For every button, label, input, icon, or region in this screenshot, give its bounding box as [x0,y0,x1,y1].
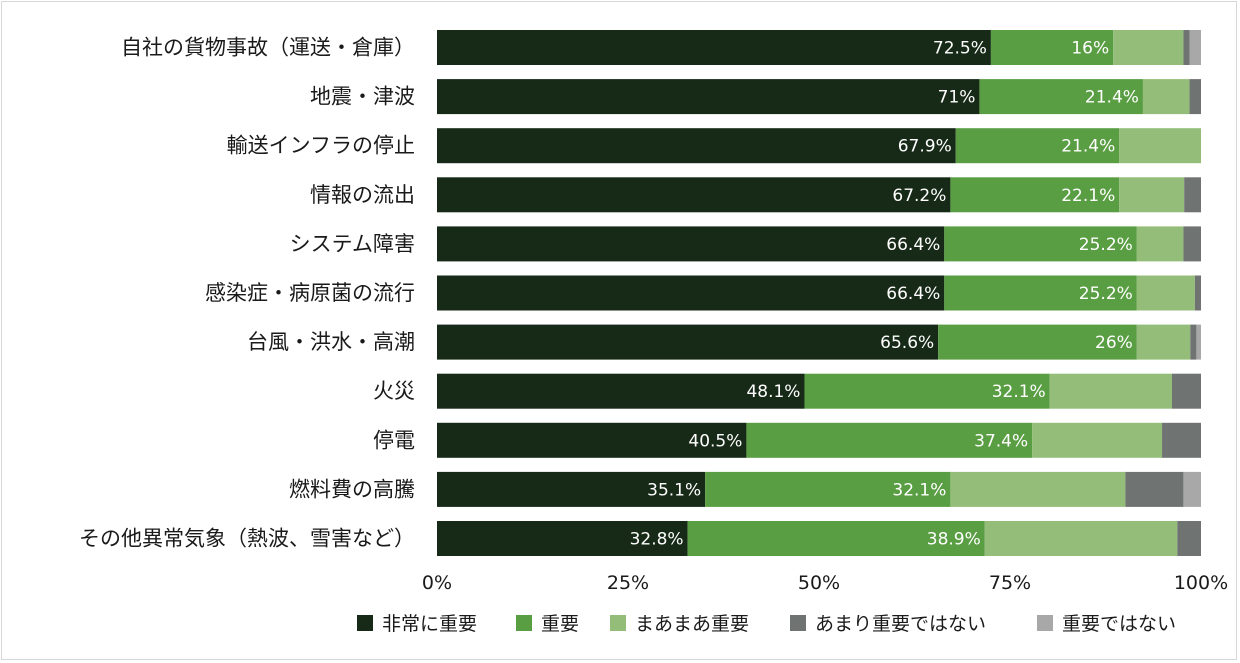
category-label: 台風・洪水・高潮 [247,330,415,354]
bar-segment [687,521,985,556]
data-label: 40.5% [688,431,742,451]
legend-swatch [1037,615,1053,631]
bar-segment [1189,79,1201,115]
data-label: 48.1% [746,382,800,402]
category-label: 情報の流出 [310,183,415,207]
bar-segment [1196,324,1201,360]
data-label: 35.1% [647,480,701,500]
bar-segment [955,128,1120,164]
bar-segment [979,79,1143,115]
data-label: 26% [1095,333,1133,353]
data-label: 21.4% [1085,88,1139,108]
bar-segment [950,471,1126,507]
x-tick-label: 25% [607,572,649,594]
category-label: 感染症・病原菌の流行 [205,281,415,305]
legend-label: あまり重要ではない [815,613,986,635]
legend-swatch [790,615,806,631]
legend-swatch [516,615,532,631]
bar-segment [1189,30,1201,65]
category-label: 火災 [373,379,415,403]
legend-swatch [610,615,626,631]
legend-swatch [357,615,373,631]
bar-segment [1183,30,1190,65]
category-label: システム障害 [290,232,415,256]
bar-segment [437,373,805,409]
bar-segment [944,226,1137,262]
bar-segment [705,471,951,507]
bar-segment [437,177,951,213]
bar-segment [944,275,1137,311]
bar-segment [1136,275,1195,311]
data-label: 67.9% [898,137,952,157]
data-label: 67.2% [892,186,946,206]
data-label: 32.1% [892,480,946,500]
bar-segment [938,324,1137,360]
category-label: その他異常気象（熱波、雪害など） [79,527,415,551]
data-label: 32.1% [992,382,1046,402]
bar-segment [1136,324,1191,360]
bar-segment [1125,471,1184,507]
bars-layer: 72.5% 16% 71% 21.4% 67.9% 21.4% 67.2% 22.1% 66.4… [437,30,1201,556]
category-labels: 自社の貨物事故（運送・倉庫） 地震・津波輸送インフラの停止情報の流出システム障害感… [79,36,415,551]
category-label: 地震・津波 [310,85,415,109]
category-label: 自社の貨物事故（運送・倉庫） [121,36,415,60]
bar-segment [1032,422,1163,458]
data-label: 16% [1071,39,1109,59]
bar-segment [437,324,939,360]
bar-segment [1049,373,1172,409]
bar-segment [1171,373,1201,409]
bar-segment [437,79,980,115]
data-label: 32.8% [630,530,684,550]
bar-segment [1183,226,1201,262]
x-tick-label: 50% [798,572,840,594]
data-label: 21.4% [1061,137,1115,157]
bar-segment [437,226,945,262]
bar-segment [437,471,706,507]
bar-segment [1136,226,1184,262]
data-label: 38.9% [927,530,981,550]
data-label: 22.1% [1061,186,1115,206]
data-label: 72.5% [933,39,987,59]
data-label: 25.2% [1079,284,1133,304]
bar-segment [1184,177,1201,213]
legend-label: 非常に重要 [382,613,477,635]
data-label: 71% [938,88,976,108]
x-axis-ticks: 0% 25% 50% 75% 100% [422,572,1228,594]
bar-segment [1194,275,1201,311]
bar-segment [437,521,688,556]
x-tick-label: 75% [989,572,1031,594]
bar-segment [1142,79,1190,115]
data-label: 66.4% [886,235,940,255]
bar-segment [437,422,747,458]
bar-segment [1190,324,1197,360]
bar-segment [804,373,1050,409]
bar-segment [437,275,945,311]
category-label: 輸送インフラの停止 [227,134,415,158]
legend-label: 重要ではない [1062,613,1176,635]
bar-segment [746,422,1033,458]
bar-segment [950,177,1120,213]
data-label: 25.2% [1079,235,1133,255]
x-tick-label: 100% [1174,572,1228,594]
bar-segment [1162,422,1201,458]
legend-label: 重要 [541,613,579,635]
legend: 非常に重要 重要 まあまあ重要 あまり重要ではない 重要ではない [357,613,1176,635]
category-label: 燃料費の高騰 [289,477,415,501]
legend-label: まあまあ重要 [635,613,749,635]
bar-segment [1177,521,1201,556]
data-label: 65.6% [880,333,934,353]
data-label: 37.4% [974,431,1028,451]
bar-segment [437,128,956,164]
x-tick-label: 0% [422,572,452,594]
bar-segment [984,521,1178,556]
bar-segment [437,30,991,65]
category-label: 停電 [373,428,415,452]
bar-segment [1113,30,1184,65]
data-label: 66.4% [886,284,940,304]
bar-segment [1119,177,1185,213]
bar-segment [1119,128,1201,164]
bar-segment [1183,471,1201,507]
bar-segment [990,30,1114,65]
